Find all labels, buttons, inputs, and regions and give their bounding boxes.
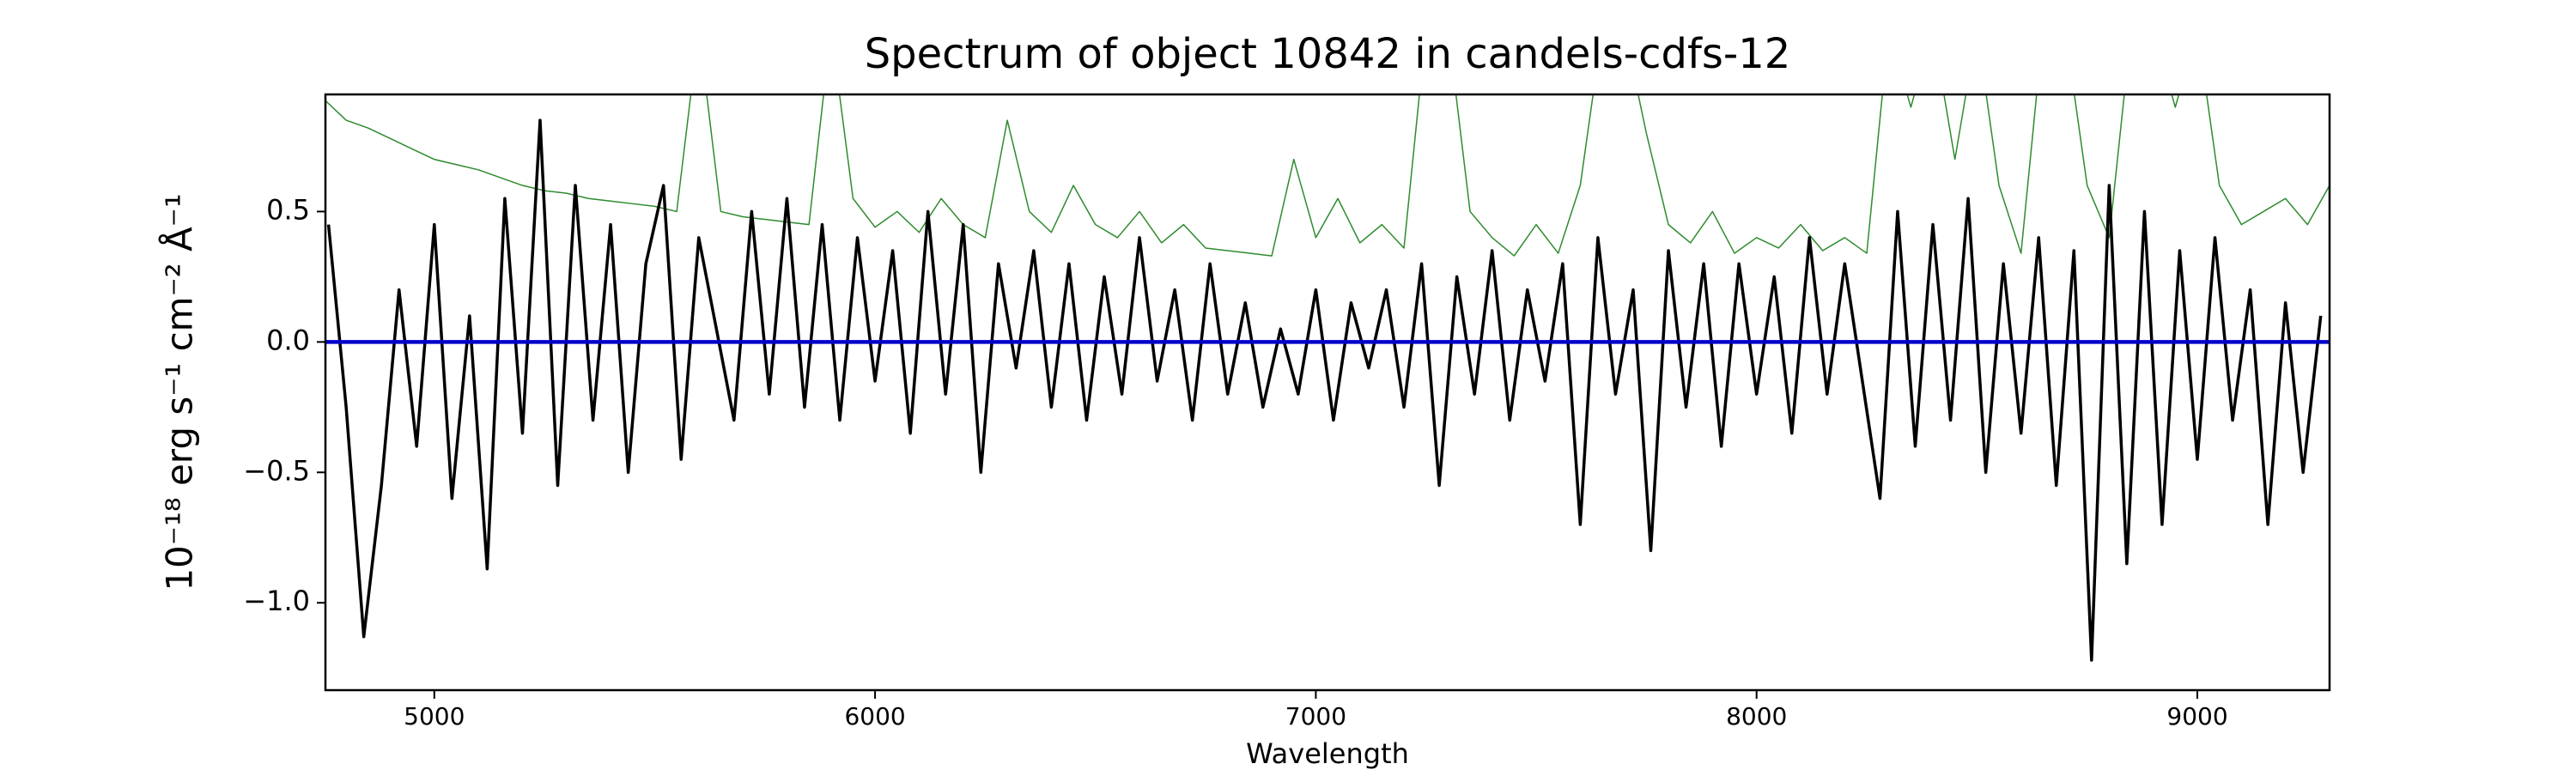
y-axis-label: 10⁻¹⁸ erg s⁻¹ cm⁻² Å⁻¹: [158, 193, 201, 591]
x-axis-label: Wavelength: [1246, 737, 1409, 770]
x-tick-label: 6000: [844, 702, 905, 731]
x-tick-label: 5000: [404, 702, 465, 731]
y-tick-label: −0.5: [243, 454, 310, 487]
x-tick-label: 8000: [1726, 702, 1787, 731]
plot-area: [325, 94, 2330, 662]
chart-title: Spectrum of object 10842 in candels-cdfs…: [865, 30, 1791, 78]
y-tick-label: 0.0: [266, 324, 310, 356]
series-line: [326, 118, 2323, 662]
x-tick-label: 7000: [1285, 702, 1346, 731]
y-tick-label: 0.5: [266, 193, 310, 226]
plot-frame: [324, 93, 2331, 692]
x-tick-label: 9000: [2166, 702, 2227, 731]
y-tick-label: −1.0: [243, 585, 310, 617]
